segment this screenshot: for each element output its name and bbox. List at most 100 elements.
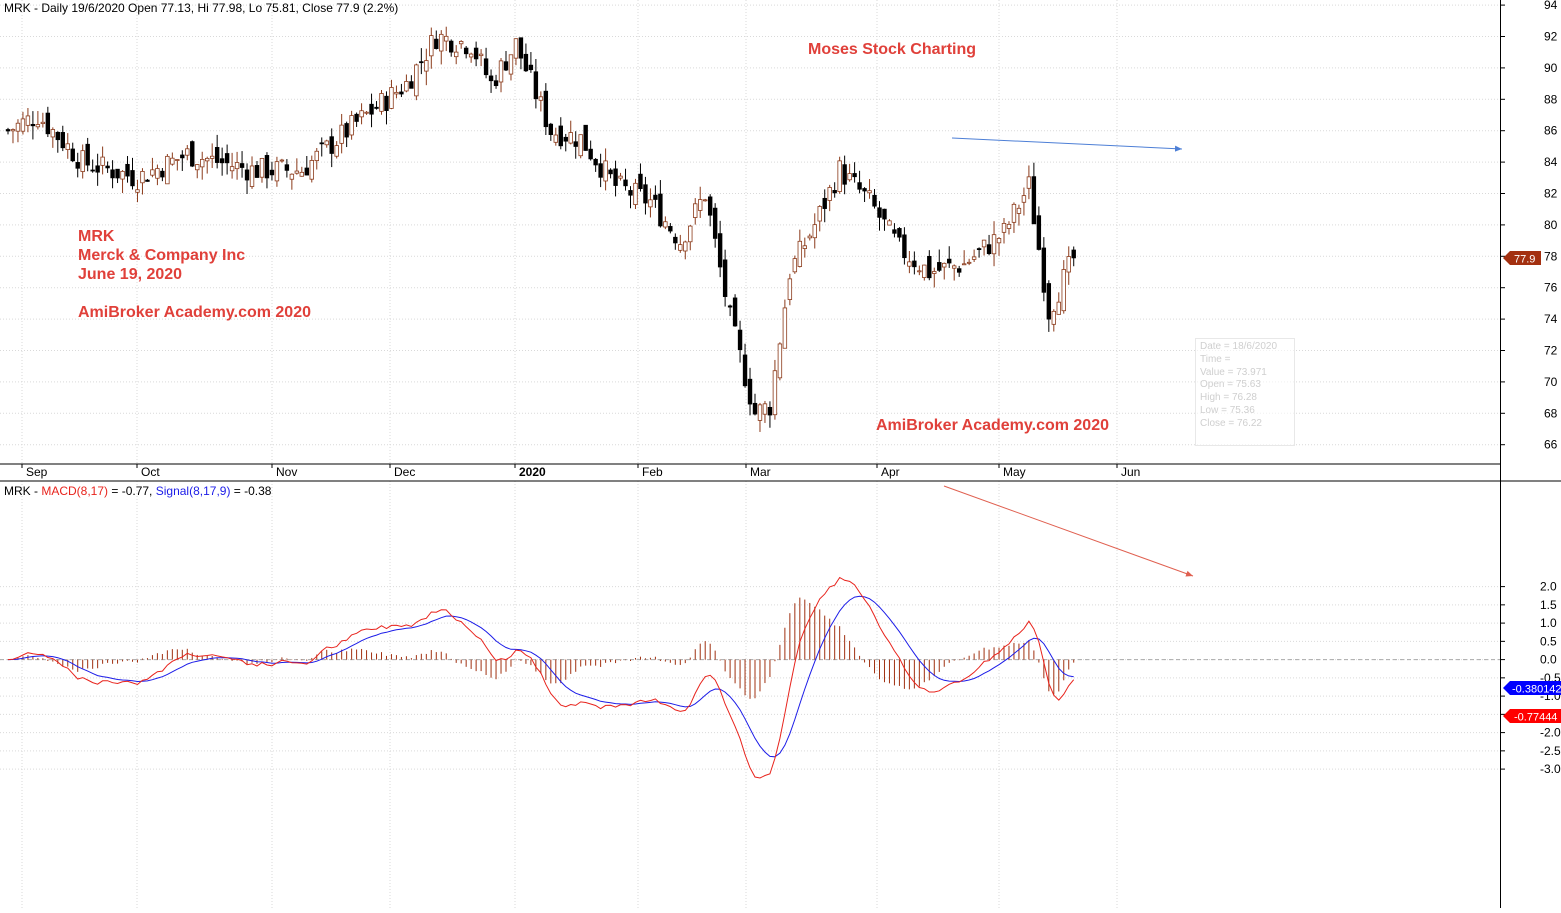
macd-series-value: = -0.77,	[108, 484, 156, 498]
candle	[1066, 246, 1071, 285]
candle-body	[747, 378, 753, 405]
candle-body	[752, 402, 758, 415]
candle	[10, 128, 16, 144]
candle	[777, 342, 783, 381]
candle	[498, 58, 504, 93]
candle	[912, 251, 917, 275]
candle-body	[498, 60, 504, 83]
candle	[1006, 221, 1012, 235]
candle-body	[25, 115, 31, 126]
candle	[45, 106, 51, 138]
candle	[55, 131, 60, 153]
candle-body	[543, 90, 549, 128]
candle-body	[314, 150, 319, 162]
candle-body	[722, 259, 728, 297]
candle	[1016, 204, 1022, 226]
candle	[722, 249, 728, 307]
candle	[269, 161, 275, 181]
candle	[334, 141, 339, 159]
candle-body	[603, 160, 608, 182]
candle-body	[912, 260, 917, 268]
candle-body	[289, 173, 295, 180]
candle-body	[842, 164, 847, 185]
candle	[892, 223, 897, 238]
macd-histogram	[12, 597, 1075, 699]
candle-body	[15, 122, 21, 132]
candle-body	[961, 263, 967, 266]
candle-body	[727, 305, 733, 308]
candle-body	[917, 270, 922, 273]
candle-body	[125, 163, 130, 177]
candle-body	[852, 173, 857, 178]
candle-body	[115, 168, 120, 179]
candle	[40, 112, 46, 128]
candle-body	[673, 236, 678, 244]
candle	[90, 159, 95, 173]
candle	[1011, 202, 1017, 233]
price-panel-title: MRK - Daily 19/6/2020 Open 77.13, Hi 77.…	[4, 1, 398, 15]
candle-body	[742, 354, 748, 387]
candle-body	[244, 169, 250, 181]
candle-body	[269, 169, 275, 176]
candle-body	[772, 370, 778, 416]
candle	[872, 189, 877, 209]
candle-body	[658, 193, 663, 227]
candle-body	[55, 131, 60, 141]
candle-body	[319, 142, 324, 145]
candle	[185, 145, 190, 161]
candle-body	[1031, 176, 1037, 225]
tooltip-low: Low = 75.36	[1200, 404, 1255, 416]
candle-body	[478, 53, 484, 57]
candle-body	[145, 179, 150, 182]
candle-body	[633, 182, 638, 205]
price-tick-label: 86	[1544, 124, 1558, 138]
candle	[956, 265, 962, 277]
candle-body	[608, 169, 613, 175]
candle	[444, 26, 449, 52]
candle-body	[812, 224, 817, 239]
candle-body	[35, 124, 41, 128]
candle	[204, 156, 210, 174]
candle-body	[942, 262, 947, 268]
price-trend-arrow	[951, 137, 1183, 152]
macd-tick-label: -2.5	[1540, 744, 1561, 758]
candle	[349, 110, 354, 140]
symbol-label: MRK	[78, 228, 115, 245]
candle-body	[439, 33, 444, 52]
candle	[568, 120, 573, 145]
candle	[354, 112, 359, 127]
candle-body	[10, 129, 16, 132]
price-tick-label: 76	[1544, 281, 1558, 295]
candle-body	[767, 406, 773, 416]
candle-body	[553, 134, 558, 143]
candle	[882, 208, 887, 231]
candle-body	[1021, 195, 1027, 203]
price-tick-label: 88	[1544, 92, 1558, 106]
candle-body	[155, 168, 160, 179]
candle	[1021, 187, 1027, 216]
candle	[224, 144, 230, 175]
candle	[513, 38, 519, 66]
candle	[289, 173, 295, 190]
candle-body	[583, 124, 588, 151]
candle	[966, 258, 972, 266]
candle-body	[195, 164, 200, 171]
candle	[583, 124, 588, 151]
candle-body	[274, 161, 280, 182]
candle-body	[568, 132, 573, 144]
candle-body	[1056, 301, 1061, 315]
month-label: Nov	[276, 465, 297, 479]
candle-body	[279, 159, 285, 162]
candle-body	[802, 245, 807, 249]
candle-body	[986, 244, 992, 255]
candle-body	[150, 169, 155, 176]
candle-body	[185, 148, 190, 156]
month-label: Sep	[26, 465, 48, 479]
candle-body	[339, 124, 344, 144]
macd-tick-label: -3.0	[1540, 762, 1561, 776]
price-tick-label: 68	[1544, 406, 1558, 420]
candle-body	[170, 157, 175, 165]
price-tick-label: 84	[1544, 155, 1558, 169]
candle-body	[1061, 269, 1066, 312]
candle	[588, 140, 593, 161]
